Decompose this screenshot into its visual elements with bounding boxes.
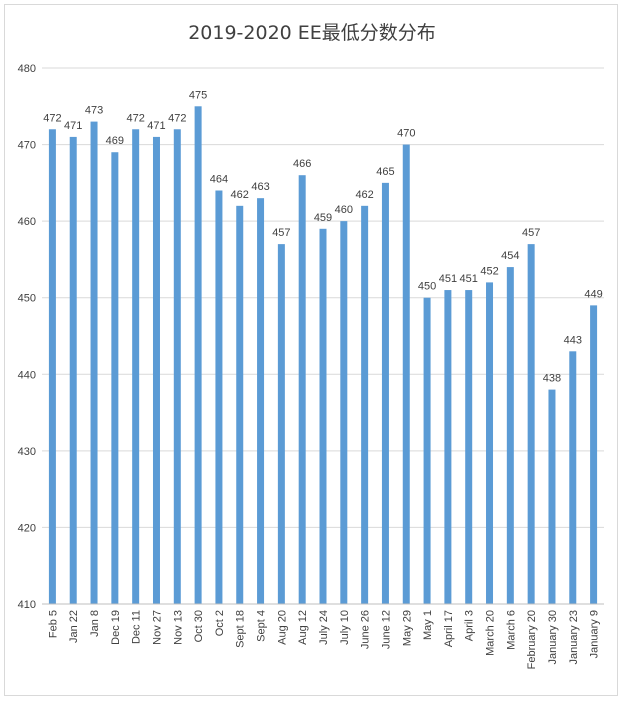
data-label: 465	[376, 166, 394, 178]
data-label: 475	[189, 89, 207, 101]
y-tick-label: 480	[18, 63, 36, 75]
bar	[173, 129, 181, 604]
bar	[319, 228, 327, 605]
x-category-label: March 6	[505, 610, 517, 650]
x-category-label: May 1	[422, 610, 434, 640]
data-label: 471	[64, 120, 82, 132]
data-label: 462	[231, 189, 249, 201]
y-tick-label: 440	[18, 369, 36, 381]
bar	[111, 152, 119, 604]
x-category-label: Sept 18	[235, 610, 247, 648]
y-tick-label: 430	[18, 446, 36, 458]
bar	[340, 221, 348, 604]
y-tick-label: 460	[18, 216, 36, 228]
x-axis-categories: Feb 5 Jan 22 Jan 8 Dec 19 Dec 11 Nov 27 Nov 13…	[47, 610, 600, 669]
data-label: 457	[272, 227, 290, 239]
bar	[69, 136, 77, 604]
data-label: 438	[543, 373, 561, 385]
x-category-label: Sept 4	[256, 610, 268, 642]
data-label: 472	[126, 112, 144, 124]
bar	[444, 290, 452, 604]
bar	[423, 297, 431, 604]
bar	[90, 121, 98, 604]
data-label: 449	[584, 288, 602, 300]
bar	[465, 290, 473, 604]
data-labels: 4724714734694724714724754644624634574664…	[43, 89, 603, 384]
x-category-label: January 23	[568, 610, 580, 664]
data-label: 443	[564, 334, 582, 346]
bar	[506, 267, 514, 604]
bar	[569, 351, 577, 604]
y-tick-label: 470	[18, 140, 36, 152]
data-label: 450	[418, 281, 436, 293]
x-category-label: Aug 12	[297, 610, 309, 645]
x-category-label: Nov 13	[172, 610, 184, 645]
data-label: 463	[251, 181, 269, 193]
y-axis-ticks: 410 420 430 440 450 460 470 480	[18, 63, 36, 611]
x-category-label: Jan 8	[89, 610, 101, 637]
bar	[298, 175, 306, 604]
x-category-label: Feb 5	[47, 610, 59, 638]
data-label: 469	[106, 135, 124, 147]
x-category-label: March 20	[485, 610, 497, 656]
x-category-label: April 3	[464, 610, 476, 641]
data-label: 464	[210, 174, 228, 186]
x-category-label: Nov 27	[151, 610, 163, 645]
x-category-label: Dec 11	[131, 610, 143, 644]
data-label: 451	[460, 273, 478, 285]
data-label: 454	[501, 250, 519, 262]
bar	[277, 244, 285, 604]
data-label: 452	[480, 265, 498, 277]
chart-title: 2019-2020 EE最低分数分布	[188, 22, 436, 44]
data-label: 459	[314, 212, 332, 224]
bar	[381, 182, 389, 604]
bar	[152, 136, 160, 604]
y-tick-label: 420	[18, 522, 36, 534]
bar	[590, 305, 598, 604]
data-label: 471	[147, 120, 165, 132]
bar	[548, 389, 556, 604]
x-category-label: Oct 2	[214, 610, 226, 636]
bar	[361, 205, 369, 605]
bar	[215, 190, 223, 604]
bar	[527, 244, 535, 604]
x-category-label: June 26	[360, 610, 372, 649]
chart-frame	[4, 4, 618, 696]
x-category-label: April 17	[443, 610, 455, 647]
x-category-label: Jan 22	[68, 610, 80, 643]
data-label: 457	[522, 227, 540, 239]
x-category-label: January 9	[589, 610, 601, 658]
data-label: 460	[335, 204, 353, 216]
bar	[48, 129, 56, 604]
data-label: 472	[43, 112, 61, 124]
x-category-label: July 10	[339, 610, 351, 645]
data-label: 470	[397, 128, 415, 140]
bar	[132, 129, 140, 604]
x-category-label: June 12	[380, 610, 392, 649]
bar	[236, 205, 244, 605]
y-tick-label: 450	[18, 293, 36, 305]
data-label: 451	[439, 273, 457, 285]
x-category-label: January 30	[547, 610, 559, 664]
x-category-label: Dec 19	[110, 610, 122, 645]
x-category-label: February 20	[526, 610, 538, 669]
x-category-label: July 24	[318, 610, 330, 645]
y-tick-label: 410	[18, 599, 36, 611]
bar	[257, 198, 265, 604]
data-label: 473	[85, 105, 103, 117]
data-label: 472	[168, 112, 186, 124]
x-category-label: May 29	[401, 610, 413, 646]
bar	[402, 144, 410, 605]
x-category-label: Aug 20	[276, 610, 288, 645]
bar	[486, 282, 494, 604]
data-label: 462	[355, 189, 373, 201]
data-label: 466	[293, 158, 311, 170]
bars	[48, 106, 598, 605]
bar	[194, 106, 202, 605]
x-category-label: Oct 30	[193, 610, 205, 642]
